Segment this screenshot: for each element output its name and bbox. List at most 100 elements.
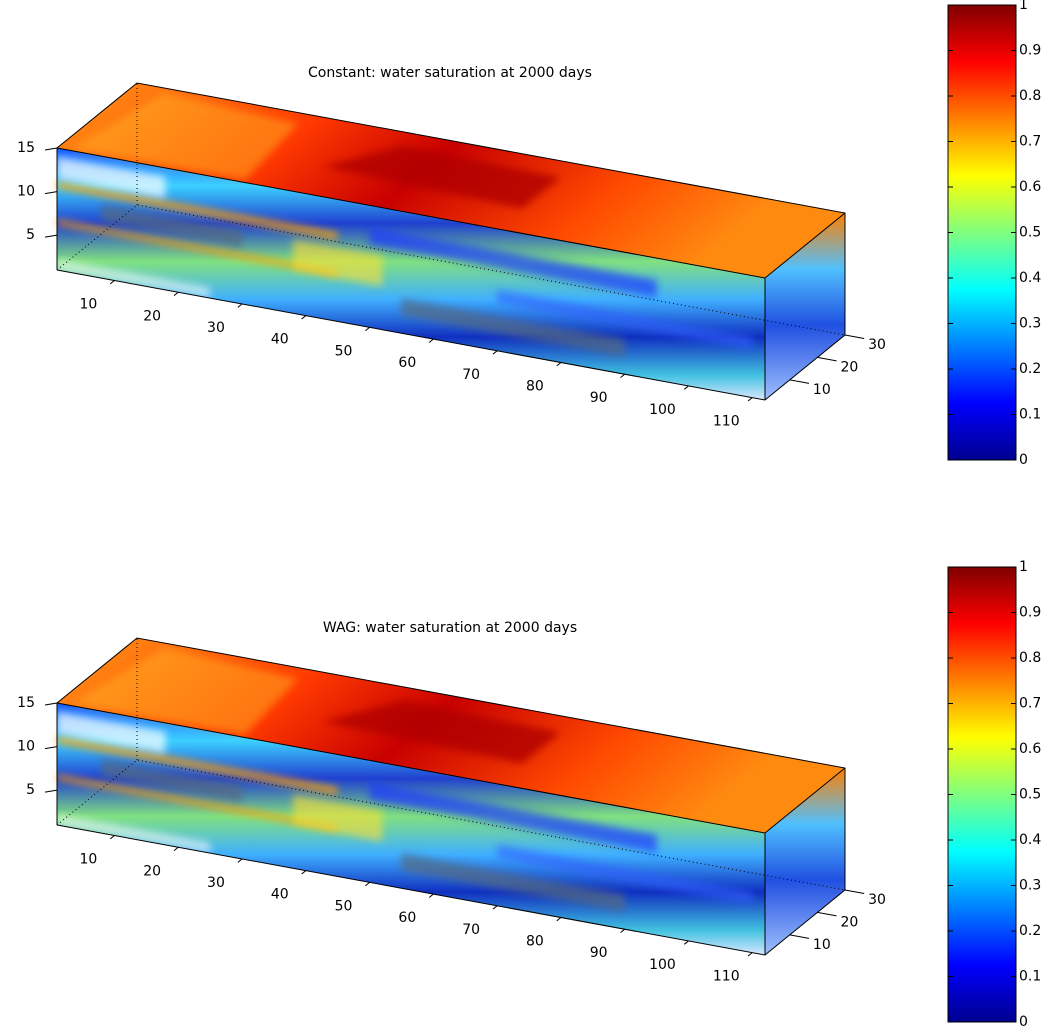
volume-texture <box>293 239 383 287</box>
x-tick <box>620 373 625 378</box>
colorbar-tick-label: 0.1 <box>1019 969 1041 985</box>
y-tick <box>789 379 810 384</box>
colorbar-tick-label: 0.5 <box>1019 787 1041 803</box>
volume-texture <box>293 794 383 842</box>
x-tick <box>301 315 307 320</box>
x-tick <box>492 905 498 910</box>
x-tick-label: 40 <box>271 887 289 903</box>
colorbar-tick-label: 0.2 <box>1019 923 1041 939</box>
colorbar-tick-label: 0.4 <box>1019 270 1041 286</box>
chart-title: Constant: water saturation at 2000 days <box>308 65 592 81</box>
z-tick <box>44 147 58 151</box>
x-tick <box>365 326 370 332</box>
volume-texture <box>369 782 657 853</box>
z-tick <box>44 789 58 793</box>
volume-texture <box>57 156 166 199</box>
x-tick <box>109 835 115 840</box>
z-tick <box>44 702 58 706</box>
z-tick-label: 10 <box>17 184 35 200</box>
x-tick-label: 20 <box>143 863 161 879</box>
colorbar-tick-label: 0.2 <box>1019 361 1041 377</box>
volume-texture <box>401 853 625 912</box>
y-tick <box>789 934 810 939</box>
y-tick <box>817 356 837 362</box>
x-tick <box>237 303 243 308</box>
x-tick-label: 60 <box>398 910 416 926</box>
z-tick-label: 15 <box>17 140 35 156</box>
colorbar-tick-label: 0.4 <box>1019 832 1041 848</box>
x-tick-label: 110 <box>713 969 740 985</box>
volume-texture <box>57 219 338 277</box>
colorbar-tick-label: 0.1 <box>1019 407 1041 423</box>
x-tick-label: 90 <box>590 945 608 961</box>
x-tick-label: 100 <box>649 402 676 418</box>
colorbar-tick-label: 1 <box>1019 559 1028 575</box>
z-tick-label: 10 <box>17 739 35 755</box>
volume-texture <box>497 289 753 350</box>
x-tick-label: 80 <box>526 379 544 395</box>
x-tick <box>684 940 689 945</box>
volume-texture <box>72 648 299 735</box>
panel: Constant: water saturation at 2000 days 1… <box>17 0 1041 468</box>
y-tick-label: 10 <box>813 382 831 398</box>
y-tick-label: 20 <box>840 914 858 930</box>
x-tick-label: 70 <box>462 922 480 938</box>
x-tick <box>109 280 115 285</box>
volume-texture <box>401 298 625 357</box>
colorbar-tick-label: 0.9 <box>1019 43 1041 59</box>
volume-texture <box>497 844 753 905</box>
x-tick-label: 30 <box>207 875 225 891</box>
x-tick-label: 50 <box>335 898 353 914</box>
x-tick-label: 110 <box>713 414 740 430</box>
x-tick-label: 10 <box>79 297 97 313</box>
x-tick <box>365 881 370 887</box>
colorbar <box>947 4 1017 461</box>
volume-texture <box>101 759 242 803</box>
volume-texture <box>57 181 338 240</box>
x-tick <box>747 952 753 957</box>
x-tick <box>428 893 434 898</box>
colorbar-tick-label: 0 <box>1019 1014 1028 1027</box>
x-tick <box>492 350 498 355</box>
colorbar-tick-label: 0.6 <box>1019 741 1041 757</box>
y-tick <box>817 911 837 917</box>
volume-texture <box>57 711 166 754</box>
x-tick <box>556 362 562 367</box>
x-tick <box>173 291 179 297</box>
colorbar-tick-label: 0.8 <box>1019 88 1041 104</box>
colorbar-tick-label: 0.9 <box>1019 605 1041 621</box>
volume-texture <box>101 204 242 248</box>
y-tick <box>844 334 865 340</box>
volume-texture <box>57 736 338 795</box>
volume-texture <box>323 145 561 209</box>
x-tick <box>684 385 689 390</box>
x-tick <box>428 338 434 343</box>
volume-texture <box>323 700 561 764</box>
x-tick-label: 80 <box>526 934 544 950</box>
y-tick-label: 30 <box>868 892 886 908</box>
z-tick <box>44 234 58 238</box>
colorbar-tick-label: 0.3 <box>1019 316 1041 332</box>
colorbar-tick-label: 0 <box>1019 452 1028 468</box>
chart-title: WAG: water saturation at 2000 days <box>323 620 577 636</box>
z-tick-label: 5 <box>26 782 35 798</box>
x-tick <box>620 928 625 933</box>
z-tick <box>44 746 58 750</box>
x-tick-label: 20 <box>143 308 161 324</box>
colorbar-tick-label: 0.6 <box>1019 179 1041 195</box>
y-tick-label: 30 <box>868 337 886 353</box>
x-tick-label: 100 <box>649 957 676 973</box>
x-tick <box>301 870 307 875</box>
x-tick-label: 90 <box>590 390 608 406</box>
volume-texture <box>57 259 211 299</box>
y-tick <box>844 889 865 895</box>
volume-side <box>765 213 845 400</box>
volume-side <box>765 768 845 955</box>
z-tick-label: 5 <box>26 227 35 243</box>
x-tick-label: 70 <box>462 367 480 383</box>
x-tick <box>173 846 179 852</box>
x-tick-label: 40 <box>271 332 289 348</box>
colorbar-tick-label: 0.8 <box>1019 650 1041 666</box>
volume <box>57 638 845 955</box>
